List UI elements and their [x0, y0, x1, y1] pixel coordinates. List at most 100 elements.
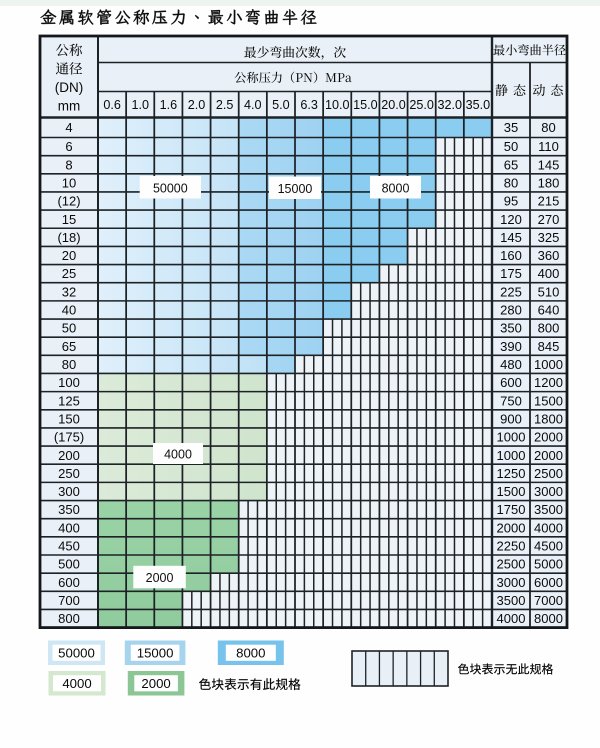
svg-text:3000: 3000	[497, 575, 526, 590]
svg-text:350: 350	[58, 502, 80, 517]
svg-text:10.0: 10.0	[325, 98, 350, 112]
svg-text:(12): (12)	[57, 194, 80, 209]
svg-text:7000: 7000	[534, 593, 563, 608]
svg-text:280: 280	[500, 303, 522, 318]
svg-text:15.0: 15.0	[353, 98, 378, 112]
svg-text:20: 20	[62, 248, 76, 263]
svg-text:4500: 4500	[534, 539, 563, 554]
svg-text:15000: 15000	[278, 182, 313, 196]
svg-text:120: 120	[500, 212, 522, 227]
svg-text:390: 390	[500, 339, 522, 354]
svg-text:6.3: 6.3	[300, 98, 318, 112]
svg-text:600: 600	[500, 375, 522, 390]
svg-text:50: 50	[504, 139, 518, 154]
svg-text:750: 750	[500, 393, 522, 408]
svg-text:1.0: 1.0	[131, 98, 149, 112]
svg-text:50000: 50000	[153, 181, 188, 195]
svg-text:160: 160	[500, 248, 522, 263]
svg-text:4: 4	[65, 120, 72, 135]
svg-text:800: 800	[58, 611, 80, 626]
svg-text:1000: 1000	[534, 357, 563, 372]
svg-text:270: 270	[538, 212, 560, 227]
svg-text:8: 8	[65, 157, 72, 172]
svg-text:15: 15	[62, 212, 76, 227]
svg-text:845: 845	[538, 339, 560, 354]
svg-text:150: 150	[58, 411, 80, 426]
svg-text:400: 400	[538, 266, 560, 281]
svg-text:40: 40	[62, 303, 76, 318]
svg-text:180: 180	[538, 175, 560, 190]
svg-text:215: 215	[538, 194, 560, 209]
svg-text:80: 80	[62, 357, 76, 372]
svg-text:5000: 5000	[534, 557, 563, 572]
svg-text:125: 125	[58, 393, 80, 408]
svg-text:1250: 1250	[497, 466, 526, 481]
svg-text:3500: 3500	[534, 502, 563, 517]
svg-text:225: 225	[500, 284, 522, 299]
svg-text:200: 200	[58, 448, 80, 463]
svg-text:100: 100	[58, 375, 80, 390]
svg-text:480: 480	[500, 357, 522, 372]
svg-text:3000: 3000	[534, 484, 563, 499]
svg-text:25: 25	[62, 266, 76, 281]
svg-text:1800: 1800	[534, 411, 563, 426]
svg-text:95: 95	[504, 194, 518, 209]
svg-text:1.6: 1.6	[160, 98, 178, 112]
svg-text:450: 450	[58, 539, 80, 554]
svg-text:80: 80	[541, 120, 555, 135]
svg-text:50000: 50000	[58, 645, 95, 660]
svg-text:0.6: 0.6	[103, 98, 121, 112]
svg-text:65: 65	[62, 339, 76, 354]
svg-text:3500: 3500	[497, 593, 526, 608]
svg-text:175: 175	[500, 266, 522, 281]
svg-text:300: 300	[58, 484, 80, 499]
svg-text:1500: 1500	[497, 484, 526, 499]
svg-text:1000: 1000	[497, 430, 526, 445]
svg-text:8000: 8000	[236, 645, 265, 660]
svg-text:145: 145	[538, 157, 560, 172]
svg-text:350: 350	[500, 321, 522, 336]
svg-text:640: 640	[538, 303, 560, 318]
svg-text:110: 110	[538, 139, 559, 154]
svg-text:1500: 1500	[534, 393, 563, 408]
svg-text:35: 35	[504, 120, 518, 135]
svg-text:65: 65	[504, 157, 518, 172]
svg-text:800: 800	[538, 321, 560, 336]
svg-text:250: 250	[58, 466, 80, 481]
svg-text:2000: 2000	[146, 571, 174, 585]
svg-text:700: 700	[58, 593, 80, 608]
svg-text:6000: 6000	[534, 575, 563, 590]
svg-text:10: 10	[62, 175, 76, 190]
svg-text:1750: 1750	[497, 502, 526, 517]
svg-text:1200: 1200	[534, 375, 563, 390]
svg-text:8000: 8000	[382, 181, 410, 195]
svg-text:2000: 2000	[497, 520, 526, 535]
svg-text:400: 400	[58, 520, 80, 535]
svg-text:8000: 8000	[534, 611, 563, 626]
svg-text:15000: 15000	[137, 645, 174, 660]
svg-text:50: 50	[62, 321, 76, 336]
svg-text:4000: 4000	[164, 448, 192, 462]
svg-text:500: 500	[58, 557, 80, 572]
svg-text:6: 6	[65, 139, 72, 154]
svg-text:360: 360	[538, 248, 560, 263]
svg-text:600: 600	[58, 575, 80, 590]
svg-text:25.0: 25.0	[409, 98, 434, 112]
svg-text:2.5: 2.5	[216, 98, 234, 112]
svg-text:2000: 2000	[534, 430, 563, 445]
svg-text:2000: 2000	[534, 448, 563, 463]
svg-text:4000: 4000	[62, 676, 91, 691]
svg-text:5.0: 5.0	[272, 98, 290, 112]
svg-text:20.0: 20.0	[381, 98, 406, 112]
svg-text:900: 900	[500, 411, 522, 426]
svg-text:(18): (18)	[57, 230, 80, 245]
svg-text:4.0: 4.0	[244, 98, 262, 112]
svg-text:1000: 1000	[497, 448, 526, 463]
svg-text:2000: 2000	[141, 676, 170, 691]
svg-text:32: 32	[62, 284, 76, 299]
svg-text:(175): (175)	[54, 430, 84, 445]
svg-text:2500: 2500	[497, 557, 526, 572]
svg-text:35.0: 35.0	[466, 98, 491, 112]
svg-text:mm: mm	[58, 99, 81, 114]
svg-text:32.0: 32.0	[438, 98, 463, 112]
